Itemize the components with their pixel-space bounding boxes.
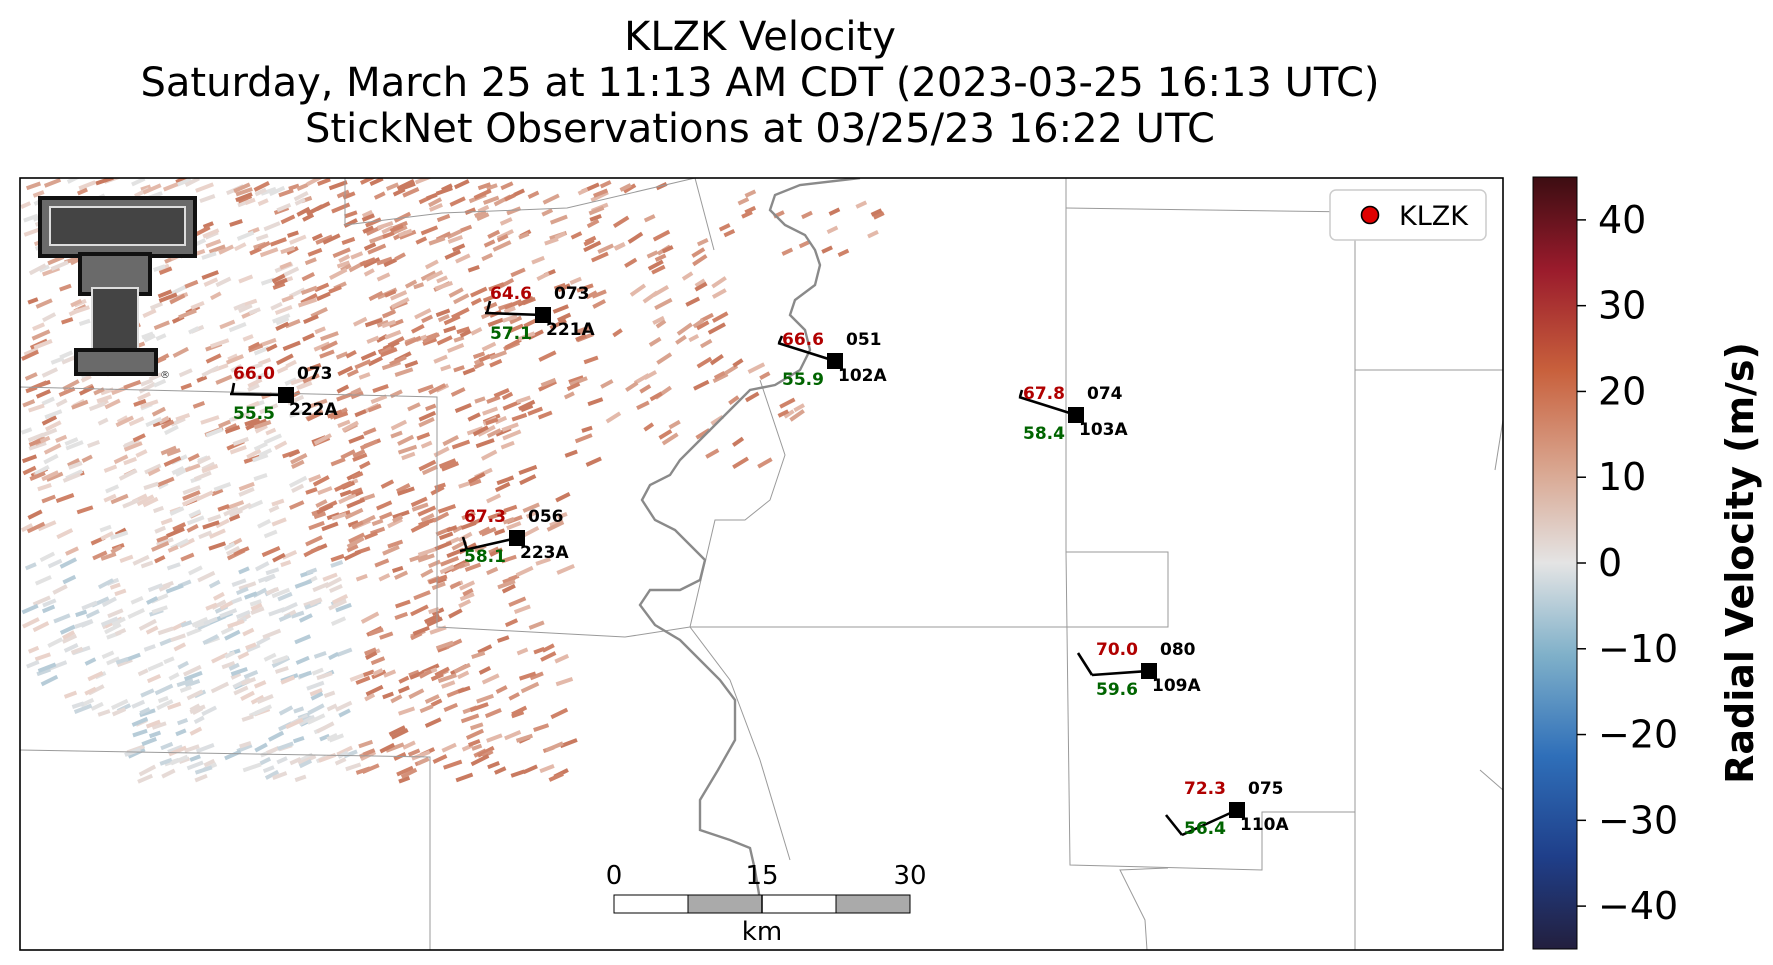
wind-barb-flag: [1164, 814, 1184, 836]
wind-barb-icon: [1018, 395, 1077, 417]
texas-tech-double-t-logo: ®: [38, 196, 197, 381]
station-marker-icon: [535, 307, 551, 323]
station-109A[interactable]: 70.0 080 59.6 109A: [1076, 640, 1201, 700]
station-id: 109A: [1152, 676, 1201, 696]
wind-barb-flag: [1018, 389, 1024, 398]
colorbar-tick-label: −30: [1598, 798, 1678, 842]
legend-marker-icon: [1360, 205, 1380, 225]
station-dewpoint: 57.1: [490, 324, 532, 344]
colorbar-tick-label: −40: [1598, 884, 1678, 928]
title-line-2: Saturday, March 25 at 11:13 AM CDT (2023…: [140, 60, 1380, 106]
station-wind-direction: 056: [528, 507, 564, 527]
station-id: 221A: [546, 320, 595, 340]
title-line-3: StickNet Observations at 03/25/23 16:22 …: [305, 106, 1215, 152]
station-wind-direction: 073: [297, 364, 333, 384]
station-dewpoint: 56.4: [1184, 819, 1226, 839]
colorbar: 40 30 20 10 0 −10 −20 −30 −40 Radial Velocity (m…: [1532, 176, 1762, 950]
station-221A[interactable]: 64.6 073 57.1 221A: [484, 284, 595, 344]
station-103A[interactable]: 67.8 074 58.4 103A: [1018, 384, 1128, 444]
scale-label-15: 15: [745, 861, 778, 891]
colorbar-tick-label: 20: [1598, 369, 1646, 413]
scale-unit: km: [742, 917, 782, 947]
wind-barb-flag: [777, 335, 784, 344]
station-marker-icon: [509, 530, 525, 546]
station-marker-icon: [1229, 802, 1245, 818]
station-temperature: 67.3: [464, 507, 506, 527]
arkansas-river: [638, 178, 861, 901]
station-temperature: 64.6: [490, 284, 532, 304]
wind-barb-icon: [1181, 808, 1238, 837]
station-marker-icon: [1068, 407, 1084, 423]
station-wind-direction: 075: [1248, 779, 1284, 799]
station-id: 222A: [289, 400, 338, 420]
station-222A[interactable]: 66.0 073 55.5 222A: [229, 364, 338, 424]
station-id: 103A: [1079, 420, 1128, 440]
wind-barb-icon: [1091, 669, 1150, 677]
colorbar-tick-label: 40: [1598, 198, 1646, 242]
station-dewpoint: 58.4: [1023, 424, 1065, 444]
station-id: 110A: [1240, 815, 1289, 835]
colorbar-tick-label: −20: [1598, 713, 1678, 757]
scale-bar: 0 15 30 km: [606, 861, 927, 947]
station-wind-direction: 080: [1160, 640, 1196, 660]
scale-label-0: 0: [606, 861, 623, 891]
wind-barb-icon: [484, 311, 544, 317]
station-temperature: 67.8: [1023, 384, 1065, 404]
station-temperature: 70.0: [1096, 640, 1138, 660]
colorbar-tick-label: 10: [1598, 455, 1646, 499]
scale-label-30: 30: [893, 861, 926, 891]
station-102A[interactable]: 66.6 051 55.9 102A: [777, 330, 887, 390]
legend: KLZK: [1329, 189, 1487, 241]
station-temperature: 66.0: [233, 364, 275, 384]
colorbar-tick-label: 30: [1598, 284, 1646, 328]
station-dewpoint: 55.9: [782, 370, 824, 390]
station-id: 223A: [520, 543, 569, 563]
station-dewpoint: 55.5: [233, 404, 275, 424]
wind-barb-icon: [777, 341, 836, 363]
svg-text:®: ®: [160, 370, 170, 381]
wind-barb-icon: [459, 536, 518, 553]
wind-barb-icon: [229, 392, 287, 397]
wind-barb-flag: [485, 300, 492, 314]
wind-barb-flag: [1076, 652, 1094, 676]
station-dewpoint: 59.6: [1096, 680, 1138, 700]
colorbar-label: Radial Velocity (m/s): [1718, 342, 1762, 784]
colorbar-tick-label: 0: [1598, 541, 1622, 585]
station-id: 102A: [838, 366, 887, 386]
station-temperature: 66.6: [782, 330, 824, 350]
station-wind-direction: 051: [846, 330, 882, 350]
sticknet-stations: 66.0 073 55.5 222A 64.6 073 57.1 221A 66.6 051 55.…: [229, 284, 1289, 839]
station-marker-icon: [1141, 663, 1157, 679]
legend-label: KLZK: [1399, 201, 1469, 232]
station-temperature: 72.3: [1184, 779, 1226, 799]
wind-barb-flag: [461, 536, 469, 551]
station-wind-direction: 074: [1087, 384, 1123, 404]
station-110A[interactable]: 72.3 075 56.4 110A: [1164, 779, 1289, 839]
colorbar-tick-label: −10: [1598, 627, 1678, 671]
station-dewpoint: 58.1: [464, 547, 506, 567]
station-223A[interactable]: 67.3 056 58.1 223A: [459, 507, 569, 567]
station-wind-direction: 073: [554, 284, 590, 304]
station-marker-icon: [278, 387, 294, 403]
wind-barb-flag: [230, 382, 236, 395]
station-marker-icon: [827, 353, 843, 369]
title-line-1: KLZK Velocity: [624, 14, 896, 60]
